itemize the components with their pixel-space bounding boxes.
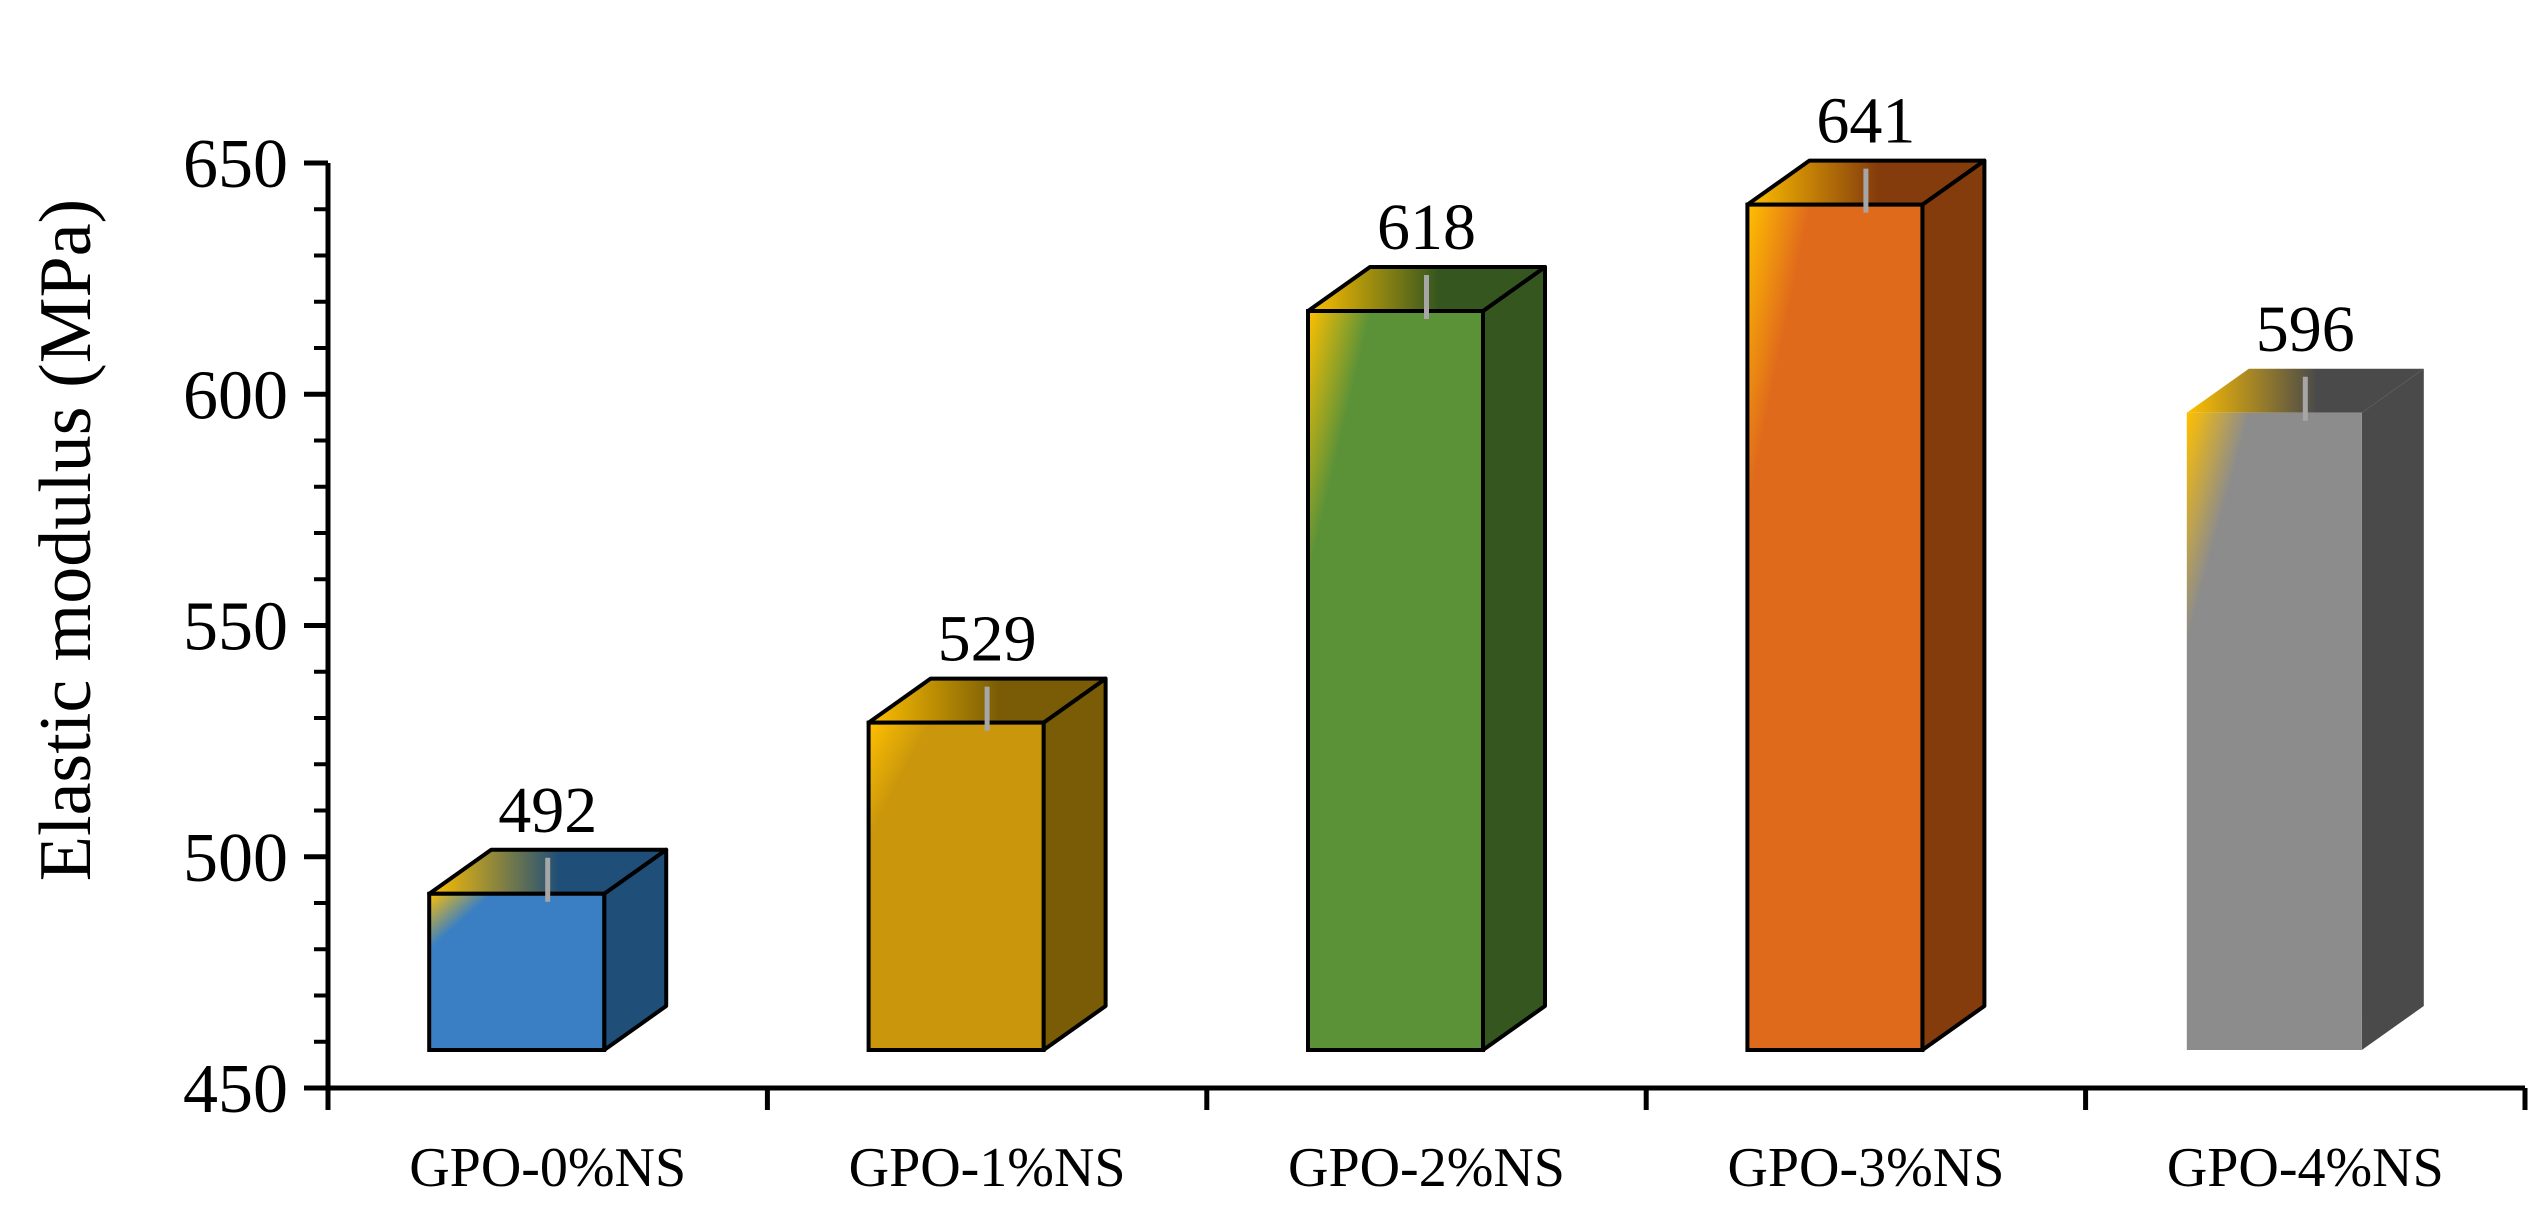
x-category-label: GPO-2%NS bbox=[1288, 1137, 1565, 1199]
axis-layer: 450 500 550 600 650 bbox=[183, 126, 2528, 1128]
data-label: 641 bbox=[1816, 85, 1915, 158]
y-tick-label: 450 bbox=[183, 1051, 288, 1128]
bar-5 bbox=[2186, 368, 2424, 1050]
data-label: 596 bbox=[2256, 293, 2355, 366]
bar-side-face bbox=[2361, 368, 2424, 1050]
x-category-label: GPO-1%NS bbox=[849, 1137, 1126, 1199]
y-tick-label: 500 bbox=[183, 820, 288, 897]
bar-side-face bbox=[1920, 158, 1987, 1052]
data-label: 529 bbox=[938, 603, 1037, 676]
bar-3 bbox=[1306, 265, 1547, 1052]
y-ticks: 450 500 550 600 650 bbox=[183, 126, 328, 1128]
data-label: 618 bbox=[1377, 191, 1476, 264]
y-tick-label: 650 bbox=[183, 126, 288, 203]
y-axis-title: Elastic modulus (MPa) bbox=[25, 199, 107, 881]
bar-front-face bbox=[427, 891, 607, 1052]
y-tick-label: 550 bbox=[183, 589, 288, 666]
y-tick-label: 600 bbox=[183, 357, 288, 434]
x-ticks bbox=[325, 1088, 2528, 1110]
x-category-label: GPO-3%NS bbox=[1727, 1137, 2004, 1199]
bar-front-face bbox=[866, 720, 1046, 1052]
bar-1 bbox=[427, 847, 669, 1052]
data-label: 492 bbox=[498, 774, 597, 847]
bars-layer bbox=[427, 158, 2424, 1052]
bar-2 bbox=[866, 676, 1108, 1052]
bar-front-face bbox=[2186, 412, 2362, 1050]
labels-layer: 492 GPO-0%NS 529 GPO-1%NS 618 GPO-2%NS 641 GPO-… bbox=[409, 85, 2444, 1199]
bar-front-face bbox=[1306, 309, 1485, 1052]
bar-front-face bbox=[1745, 202, 1925, 1052]
bar-side-face bbox=[1481, 265, 1547, 1052]
x-category-label: GPO-0%NS bbox=[409, 1137, 686, 1199]
x-category-label: GPO-4%NS bbox=[2167, 1137, 2444, 1199]
bar-side-face bbox=[1041, 676, 1108, 1052]
bar-4 bbox=[1745, 158, 1987, 1052]
